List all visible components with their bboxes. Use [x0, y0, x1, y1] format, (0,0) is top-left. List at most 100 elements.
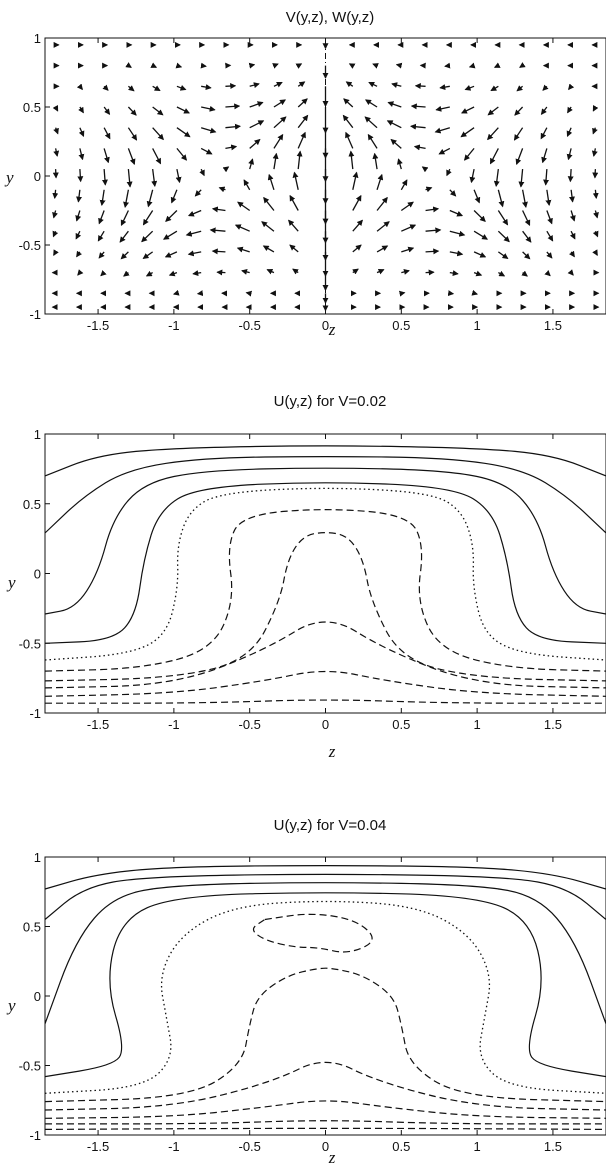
velocity-arrow	[78, 106, 84, 114]
velocity-arrow	[434, 127, 451, 134]
velocity-arrow	[410, 103, 426, 110]
velocity-arrow	[297, 131, 306, 149]
velocity-arrow	[438, 147, 451, 155]
x-tick-label: -0.5	[238, 1139, 260, 1154]
velocity-arrow	[98, 251, 105, 259]
velocity-arrow	[542, 84, 549, 91]
velocity-arrow	[123, 189, 130, 208]
velocity-arrow	[152, 127, 164, 141]
velocity-arrow	[376, 173, 384, 190]
velocity-arrow	[288, 219, 299, 232]
y-tick-label: -1	[29, 307, 41, 322]
velocity-arrow	[100, 269, 107, 277]
x-tick-label: 0.5	[392, 318, 410, 333]
velocity-arrow	[487, 106, 499, 116]
y-tick-label: -0.5	[19, 238, 41, 253]
velocity-arrow	[127, 85, 135, 92]
velocity-arrow	[352, 219, 363, 232]
velocity-arrow	[519, 62, 526, 68]
velocity-arrow	[273, 116, 287, 129]
velocity-arrow	[387, 101, 402, 108]
velocity-arrow	[518, 169, 525, 188]
x-tick-label: 0	[322, 1139, 329, 1154]
velocity-arrow	[187, 209, 202, 217]
velocity-arrow	[345, 131, 354, 149]
velocity-arrow	[75, 210, 82, 222]
velocity-arrow	[176, 147, 188, 161]
velocity-arrow	[591, 148, 598, 157]
velocity-arrow	[473, 270, 483, 277]
velocity-arrow	[297, 81, 306, 88]
velocity-arrow	[546, 251, 553, 259]
velocity-arrow	[262, 245, 275, 253]
velocity-arrow	[76, 83, 83, 91]
velocity-arrow	[413, 144, 426, 151]
velocity-arrow	[272, 152, 279, 170]
contour-line-solid	[44, 445, 606, 477]
velocity-arrow	[567, 269, 574, 276]
y-axis-label: y	[6, 996, 16, 1015]
velocity-arrow	[497, 230, 510, 243]
velocity-arrow	[245, 290, 253, 297]
contour-line-dashed	[44, 1127, 606, 1130]
velocity-arrow	[401, 224, 417, 232]
velocity-arrow	[192, 270, 202, 277]
velocity-arrow	[567, 169, 574, 183]
velocity-arrow	[449, 189, 457, 197]
velocity-arrow	[52, 105, 59, 112]
velocity-arrow	[249, 82, 260, 89]
velocity-arrow	[200, 127, 217, 134]
contour-line-solid	[44, 873, 606, 920]
velocity-arrow	[352, 194, 362, 211]
x-tick-label: 1	[474, 717, 481, 732]
velocity-arrow	[592, 230, 599, 238]
velocity-arrow	[234, 224, 250, 232]
velocity-arrow	[52, 230, 59, 238]
velocity-arrow	[546, 210, 553, 225]
velocity-arrow	[449, 250, 464, 257]
velocity-arrow	[150, 62, 158, 68]
y-tick-label: 0.5	[23, 100, 41, 115]
velocity-arrow	[225, 123, 242, 130]
velocity-arrow	[103, 148, 110, 164]
axis-ticks: -1.5 -1 -0.5 0 0.5 1 1.5 -1 -0.5 0 0.5 1	[19, 850, 562, 1154]
y-tick-label: -1	[29, 1128, 41, 1143]
velocity-arrow	[102, 84, 109, 91]
velocity-arrow	[497, 189, 505, 208]
velocity-arrow	[376, 221, 390, 232]
velocity-arrow	[569, 230, 576, 240]
velocity-arrow	[493, 62, 501, 68]
velocity-arrow	[348, 150, 355, 170]
velocity-arrow	[209, 227, 226, 234]
velocity-arrow	[176, 84, 187, 91]
velocity-arrow	[409, 123, 426, 130]
velocity-arrow	[540, 106, 548, 115]
x-tick-label: 0	[322, 318, 329, 333]
velocity-arrow	[463, 147, 475, 161]
velocity-arrow	[289, 244, 299, 253]
velocity-arrow	[237, 201, 251, 212]
velocity-arrow	[273, 81, 283, 88]
velocity-arrow	[297, 114, 309, 129]
velocity-arrow	[593, 210, 599, 219]
y-tick-label: -1	[29, 706, 41, 721]
velocity-arrow	[516, 85, 524, 92]
contour-line-dashed	[44, 1100, 606, 1119]
velocity-arrow	[401, 246, 415, 253]
x-tick-label: 0.5	[392, 1139, 410, 1154]
velocity-arrow	[473, 189, 481, 204]
velocity-arrow	[119, 230, 129, 243]
velocity-arrow	[460, 127, 475, 138]
velocity-arrow	[152, 106, 164, 116]
velocity-arrow	[425, 186, 433, 193]
velocity-arrow	[352, 171, 359, 190]
y-tick-label: 0	[34, 989, 41, 1004]
velocity-arrow	[487, 127, 499, 141]
vector-field	[51, 40, 600, 312]
panel-velocity-field: V(y,z), W(y,z) -1.5 -1 -0.5 0 0.5 1 1.5 -1 -0.5 0…	[4, 9, 606, 339]
x-tick-label: -0.5	[238, 717, 260, 732]
contour-line-dashed	[45, 699, 606, 704]
velocity-arrow	[151, 169, 158, 188]
velocity-arrow	[201, 105, 216, 112]
y-tick-label: 0.5	[23, 497, 41, 512]
